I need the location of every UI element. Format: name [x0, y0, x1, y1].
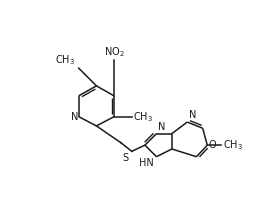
- Text: CH$_3$: CH$_3$: [133, 110, 153, 124]
- Text: N: N: [189, 110, 196, 120]
- Text: CH$_3$: CH$_3$: [55, 53, 75, 67]
- Text: N: N: [158, 122, 165, 132]
- Text: O: O: [209, 140, 216, 150]
- Text: CH$_3$: CH$_3$: [224, 138, 244, 152]
- Text: NO$_2$: NO$_2$: [104, 45, 124, 59]
- Text: HN: HN: [140, 158, 154, 168]
- Text: N: N: [71, 112, 79, 122]
- Text: S: S: [123, 153, 129, 163]
